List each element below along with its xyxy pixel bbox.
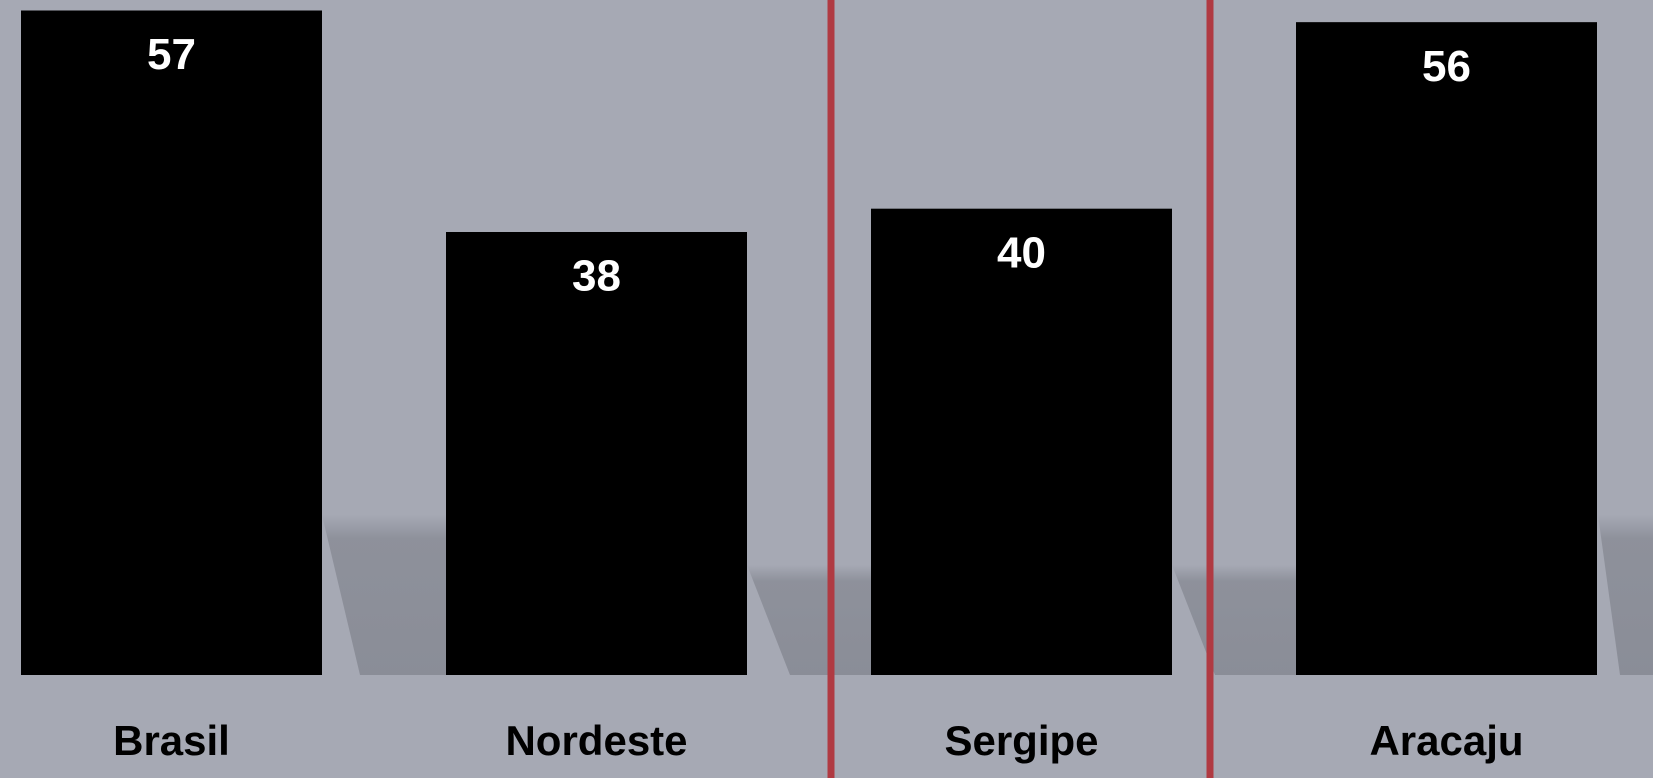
category-label: Brasil bbox=[113, 717, 230, 764]
value-label: 57 bbox=[147, 30, 196, 79]
value-label: 56 bbox=[1422, 42, 1471, 91]
category-label: Aracaju bbox=[1369, 717, 1523, 764]
bar bbox=[21, 10, 322, 675]
category-label: Sergipe bbox=[944, 717, 1098, 764]
floor-shadow bbox=[322, 515, 1653, 675]
value-label: 38 bbox=[572, 252, 621, 301]
bar bbox=[871, 208, 1172, 675]
category-label: Nordeste bbox=[505, 717, 687, 764]
bar bbox=[446, 232, 747, 675]
value-label: 40 bbox=[997, 228, 1046, 277]
bar bbox=[1296, 22, 1597, 675]
